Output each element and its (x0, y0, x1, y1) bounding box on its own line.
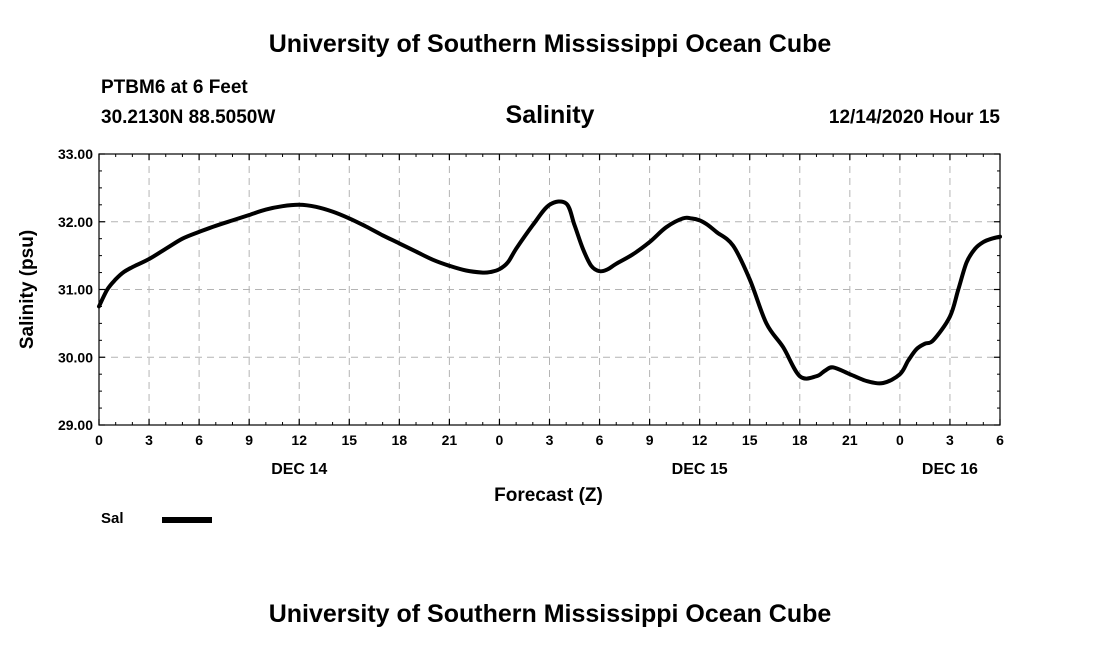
x-tick-label: 12 (692, 432, 708, 448)
x-tick-label: 18 (392, 432, 408, 448)
x-tick-label: 15 (341, 432, 357, 448)
legend-swatch (162, 517, 212, 523)
x-tick-label: 3 (946, 432, 954, 448)
x-tick-label: 9 (646, 432, 654, 448)
y-tick-label: 29.00 (58, 417, 93, 433)
footer-title: University of Southern Mississippi Ocean… (268, 600, 832, 628)
x-tick-label: 12 (291, 432, 307, 448)
x-tick-label: 21 (842, 432, 858, 448)
x-tick-label: 6 (996, 432, 1004, 448)
x-tick-label: 0 (496, 432, 504, 448)
y-tick-label: 32.00 (58, 214, 93, 230)
y-axis-title: Salinity (psu) (17, 230, 38, 349)
grid-layer (99, 154, 1000, 425)
x-tick-label: 21 (442, 432, 458, 448)
x-axis-title: Forecast (Z) (494, 485, 603, 506)
x-tick-label: 0 (95, 432, 103, 448)
date-label: DEC 14 (271, 461, 327, 478)
datetime-label: 12/14/2020 Hour 15 (828, 107, 1000, 128)
x-tick-label: 18 (792, 432, 808, 448)
x-tick-label: 6 (596, 432, 604, 448)
y-tick-label: 33.00 (58, 146, 93, 162)
chart-title: Salinity (505, 101, 595, 129)
date-label: DEC 15 (672, 461, 728, 478)
date-label: DEC 16 (922, 461, 978, 478)
header-title: University of Southern Mississippi Ocean… (268, 30, 832, 58)
coordinates-label: 30.2130N 88.5050W (101, 107, 276, 128)
tick-layer (98, 153, 1001, 426)
tick-label-layer: 0 3 6 9 12 15 18 21 0 3 6 9 12 15 18 21 0 3 6 29.00 30.00 31.… (58, 146, 1004, 478)
legend-label: Sal (101, 510, 124, 527)
series-line-sal (97, 199, 1002, 386)
x-tick-label: 6 (195, 432, 203, 448)
x-tick-label: 0 (896, 432, 904, 448)
x-tick-label: 9 (245, 432, 253, 448)
y-tick-label: 31.00 (58, 282, 93, 298)
y-tick-label: 30.00 (58, 349, 93, 365)
x-tick-label: 3 (145, 432, 153, 448)
x-tick-label: 15 (742, 432, 758, 448)
x-tick-label: 3 (546, 432, 554, 448)
station-label: PTBM6 at 6 Feet (101, 77, 248, 98)
